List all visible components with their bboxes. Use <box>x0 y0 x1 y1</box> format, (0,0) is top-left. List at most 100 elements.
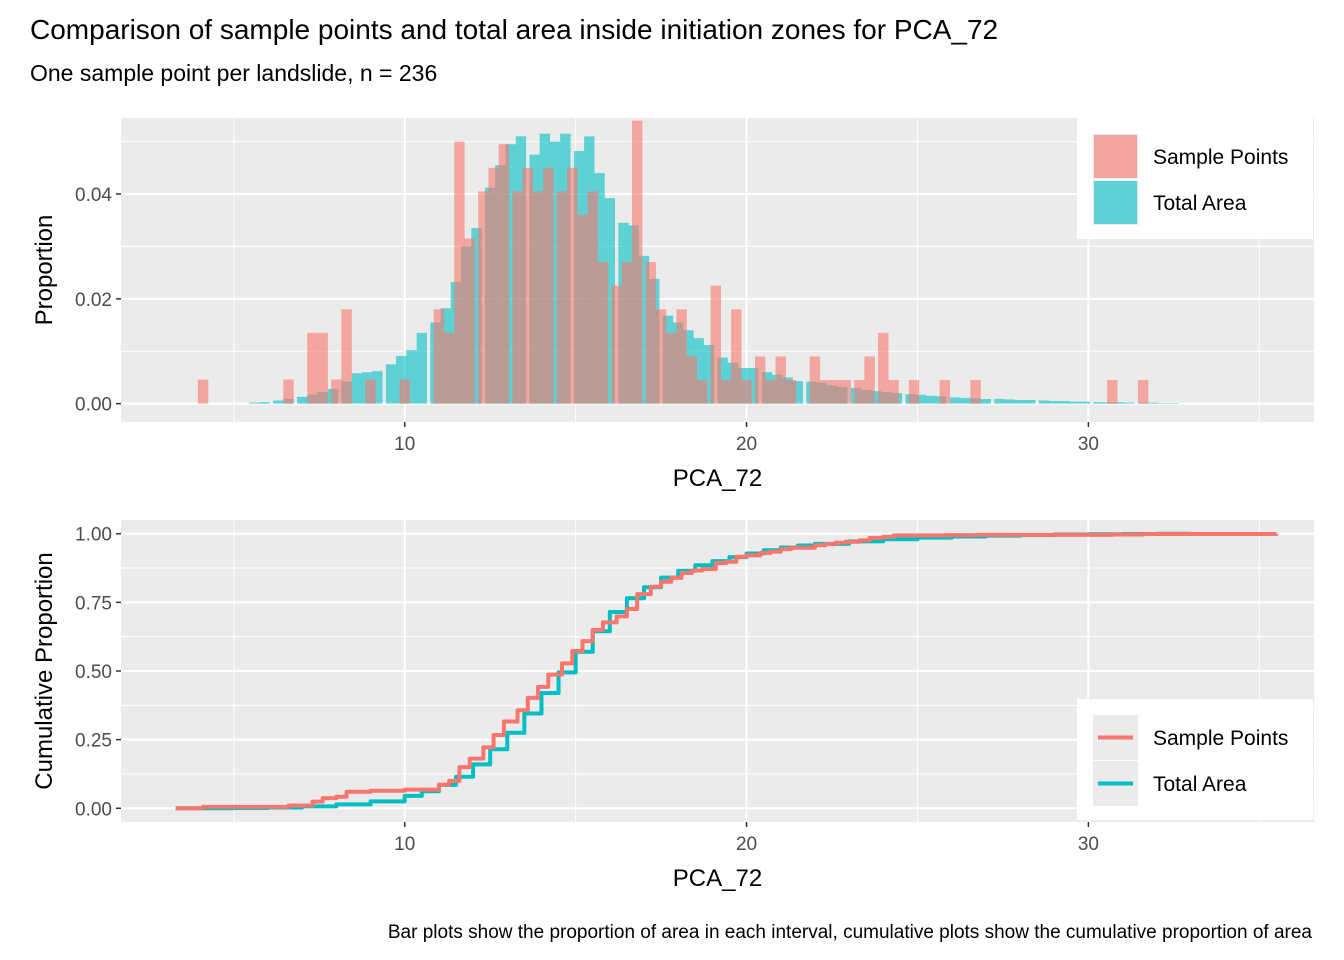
total-area-bar <box>1025 399 1036 404</box>
sample-points-bar <box>908 380 920 404</box>
sample-points-bar <box>854 380 865 404</box>
panel-1: 10 20 30 0.00 0.02 0.04 PCA_72 Proportion Sample… <box>31 118 1314 492</box>
total-area-bar <box>1124 402 1135 404</box>
sample-points-bar <box>283 379 294 404</box>
sample-points-bar <box>556 191 568 404</box>
sample-points-bar <box>666 332 677 404</box>
x-axis-title: PCA_72 <box>673 465 762 492</box>
sample-points-bar <box>543 167 554 404</box>
sample-points-bar <box>864 356 875 404</box>
legend-key-sample-points <box>1094 135 1137 178</box>
x-tick-label: 20 <box>736 834 757 855</box>
sample-points-bar <box>775 356 786 404</box>
legend-label-sample-points: Sample Points <box>1153 727 1288 750</box>
sample-points-bar <box>331 379 342 404</box>
sample-points-bar <box>567 167 578 404</box>
legend: Sample Points Total Area <box>1077 118 1313 239</box>
total-area-bar <box>792 381 804 404</box>
total-area-bar <box>1049 401 1060 404</box>
total-area-bar <box>949 397 961 404</box>
total-area-bar <box>1004 399 1015 404</box>
total-area-bar <box>1168 403 1180 404</box>
total-area-bar <box>416 332 428 404</box>
sample-points-line <box>175 532 1279 811</box>
sample-points-bar <box>621 262 633 404</box>
sample-points-bar <box>365 379 376 404</box>
total-area-bar <box>549 141 561 404</box>
total-area-bar <box>372 371 383 404</box>
total-area-bar <box>406 350 417 404</box>
total-area-bar <box>604 198 616 404</box>
sample-points-bar <box>532 191 544 404</box>
y-tick-label: 0.04 <box>75 185 112 206</box>
total-area-bar <box>925 395 937 404</box>
legend-label-total-area: Total Area <box>1153 773 1247 796</box>
y-tick-label: 0.00 <box>75 799 112 820</box>
legend-label-sample-points: Sample Points <box>1153 146 1288 169</box>
total-area-bar <box>1148 402 1159 404</box>
sample-points-bar <box>970 380 981 404</box>
chart-subtitle: One sample point per landslide, n = 236 <box>30 60 438 86</box>
total-area-bar <box>471 228 482 404</box>
sample-points-bar <box>1137 380 1149 404</box>
total-area-bar <box>871 391 882 404</box>
sample-points-bar <box>710 285 721 404</box>
total-area-bar <box>1093 402 1104 404</box>
sample-points-bar <box>1107 380 1118 404</box>
y-axis-title: Proportion <box>31 215 58 326</box>
total-area-bar <box>1059 401 1070 404</box>
y-tick-label: 1.00 <box>75 525 112 546</box>
sample-points-bar <box>454 141 465 404</box>
total-area-bar <box>915 394 927 404</box>
x-tick-label: 30 <box>1078 834 1099 855</box>
sample-points-bar <box>317 332 328 404</box>
legend: Sample Points Total Area <box>1077 699 1313 820</box>
total-area-bar <box>1113 402 1125 404</box>
y-tick-label: 0.75 <box>75 593 112 614</box>
y-tick-label: 0.00 <box>75 395 112 416</box>
total-area-bar <box>980 398 992 404</box>
sample-points-bar <box>587 191 598 404</box>
total-area-bar <box>1069 401 1080 404</box>
total-area-bar <box>351 373 363 404</box>
total-area-bar <box>385 364 397 404</box>
total-area-bar <box>638 255 650 404</box>
total-area-bar <box>259 402 270 404</box>
sample-points-bar <box>478 191 489 404</box>
sample-points-bar <box>488 167 499 404</box>
total-area-bar <box>1014 399 1026 404</box>
total-area-bar <box>693 338 704 404</box>
total-area-bar <box>1158 403 1169 404</box>
sample-points-bar <box>696 380 708 404</box>
x-tick-label: 20 <box>736 434 757 455</box>
sample-points-bar <box>840 380 851 404</box>
sample-points-bar <box>522 167 533 404</box>
x-tick-label: 30 <box>1078 434 1099 455</box>
sample-points-bar <box>655 309 667 404</box>
sample-points-bar <box>631 120 643 404</box>
sample-points-bar <box>755 356 766 404</box>
legend-label-total-area: Total Area <box>1153 192 1247 215</box>
total-area-bar <box>960 397 971 404</box>
sample-points-bar <box>819 380 831 404</box>
sample-points-bar <box>307 332 318 404</box>
sample-points-bar <box>197 379 209 404</box>
sample-points-bar <box>577 214 588 404</box>
y-tick-label: 0.50 <box>75 662 112 683</box>
sample-points-bar <box>878 332 889 404</box>
x-axis-title: PCA_72 <box>673 865 762 892</box>
sample-points-bar <box>830 380 841 404</box>
sample-points-bar <box>741 380 752 404</box>
sample-points-bar <box>785 380 797 404</box>
sample-points-bar <box>597 262 609 404</box>
legend-key-total-area <box>1094 181 1137 224</box>
total-area-bar <box>296 396 308 404</box>
chart-title: Comparison of sample points and total ar… <box>30 14 999 45</box>
sample-points-bar <box>611 285 622 404</box>
sample-points-bar <box>731 309 742 404</box>
sample-points-bar <box>686 356 698 404</box>
sample-points-bar <box>498 144 510 404</box>
y-axis-title: Cumulative Proportion <box>31 552 58 789</box>
chart-caption: Bar plots show the proportion of area in… <box>387 922 1312 943</box>
